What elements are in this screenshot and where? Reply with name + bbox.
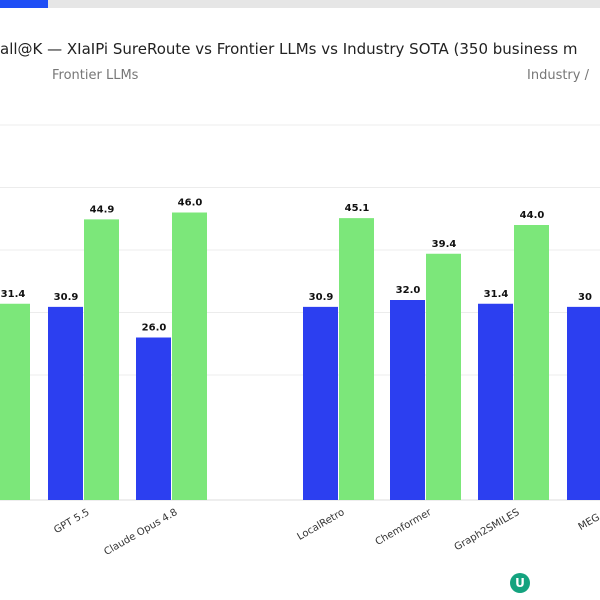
group-label-industry: Industry / (527, 68, 589, 83)
data-label: 30.9 (54, 292, 79, 303)
data-label: 30 (578, 292, 592, 303)
bar-s2-0 (0, 303, 30, 500)
data-label: 32.0 (396, 285, 421, 296)
data-label: 26.0 (142, 323, 167, 334)
bar-s1-7 (567, 306, 600, 500)
bar-s2-1 (84, 219, 119, 500)
x-tick-label: …o (0, 507, 3, 525)
bar-s1-2 (136, 337, 171, 500)
x-tick-label: MEG… (577, 507, 600, 533)
x-tick-label: Graph2SMILES (453, 507, 522, 553)
data-label: 31.4 (1, 289, 26, 300)
bar-s2-2 (172, 212, 207, 500)
data-label: 39.4 (432, 239, 457, 250)
progress-bar (0, 0, 600, 8)
bar-s1-5 (390, 300, 425, 500)
bar-s2-5 (426, 253, 461, 500)
x-tick-label: LocalRetro (296, 507, 347, 543)
data-label: 45.1 (345, 203, 370, 214)
data-label: 46.0 (178, 198, 203, 209)
bar-s2-4 (339, 218, 374, 500)
bar-s1-4 (303, 306, 338, 500)
upscale-badge-icon[interactable]: U (510, 573, 530, 593)
data-label: 30.9 (309, 292, 334, 303)
data-label: 31.4 (484, 289, 509, 300)
x-tick-label: Claude Opus 4.8 (102, 507, 179, 558)
data-label: 44.0 (520, 210, 545, 221)
bar-s1-6 (478, 303, 513, 500)
bar-s1-1 (48, 306, 83, 500)
chart-title: all@K — XIaIPi SureRoute vs Frontier LLM… (0, 40, 578, 58)
progress-bar-fill (0, 0, 48, 8)
group-label-frontier: Frontier LLMs (52, 68, 139, 83)
data-label: 44.9 (90, 204, 115, 215)
x-tick-label: GPT 5.5 (52, 507, 91, 536)
x-tick-label: Chemformer (374, 507, 435, 548)
bar-s2-6 (514, 225, 549, 500)
